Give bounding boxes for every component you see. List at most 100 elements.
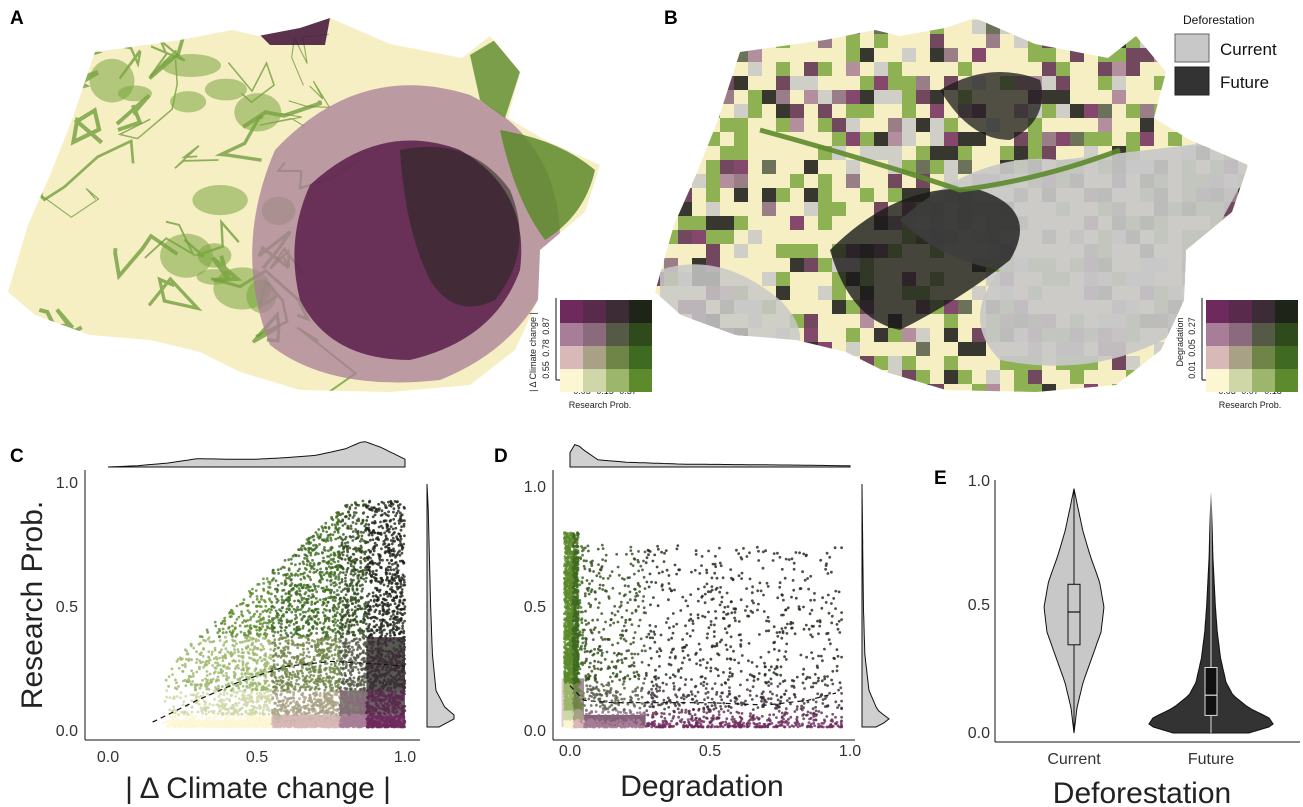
map-b-cell [1210, 104, 1224, 118]
scatter-point [245, 703, 249, 707]
scatter-point [367, 609, 371, 613]
map-b-cell [804, 160, 818, 174]
scatter-point [317, 654, 321, 657]
scatter-point [280, 582, 283, 585]
scatter-point [243, 690, 247, 694]
map-b-cell [678, 90, 692, 104]
scatter-point [301, 626, 305, 630]
map-b-cell [1140, 384, 1154, 392]
scatter-point [349, 524, 353, 528]
scatter-point [347, 623, 351, 627]
scatter-point [243, 631, 246, 635]
map-b-cell [944, 132, 958, 146]
scatter-point [276, 663, 279, 666]
scatter-point [366, 604, 369, 608]
scatter-point [227, 682, 230, 686]
map-b-cell [655, 76, 664, 90]
scatter-point [329, 538, 333, 542]
scatter-point [237, 650, 240, 654]
scatter-point [237, 697, 241, 700]
scatter-point [212, 640, 216, 643]
scatter-point [336, 518, 340, 522]
map-b-cell [860, 132, 874, 146]
map-a-green-branch [174, 145, 219, 169]
scatter-point [274, 587, 277, 591]
map-b-cell [916, 76, 930, 90]
scatter-point [309, 632, 312, 636]
scatter-point [175, 660, 179, 663]
scatter-point [354, 506, 357, 510]
map-b-cell [986, 34, 1000, 48]
scatter-point [256, 646, 260, 650]
scatter-point [378, 693, 382, 697]
scatter-point [375, 569, 378, 572]
scatter-point [175, 717, 179, 721]
map-b-cell [874, 90, 888, 104]
scatter-point [294, 563, 297, 567]
scatter-point [367, 555, 371, 559]
scatter-point [292, 627, 296, 631]
map-b-cell [1196, 258, 1210, 272]
map-b-cell [692, 328, 706, 342]
map-b-cell [692, 90, 706, 104]
scatter-point [242, 703, 246, 707]
scatter-point [285, 626, 288, 629]
map-b-cell [1056, 62, 1070, 76]
scatter-point [259, 668, 263, 672]
scatter-point [307, 667, 311, 671]
legend-cell [1229, 323, 1252, 346]
scatter-point [293, 584, 297, 588]
scatter-point [255, 692, 259, 695]
map-b-cell [655, 188, 664, 202]
scatter-point [366, 721, 370, 725]
map-b-cell [1154, 356, 1168, 370]
map-a-green-branch [14, 317, 74, 366]
map-b-cell [916, 342, 930, 356]
scatter-point [298, 562, 302, 566]
map-b-cell [692, 34, 706, 48]
scatter-point [330, 639, 334, 642]
map-b-cell [1084, 398, 1098, 412]
map-b-cell [972, 384, 986, 392]
scatter-point [258, 656, 262, 660]
map-b-cell [944, 48, 958, 62]
scatter-point [298, 589, 302, 593]
scatter-point [264, 720, 267, 723]
map-b-cell [1224, 216, 1238, 230]
scatter-point [402, 642, 406, 646]
scatter-point [383, 610, 387, 614]
scatter-point [392, 532, 395, 535]
scatter-point [207, 687, 211, 691]
map-b-cell [1126, 34, 1140, 48]
scatter-point [221, 656, 225, 660]
scatter-point [375, 617, 379, 620]
map-b-cell [818, 286, 832, 300]
scatter-point [248, 636, 252, 639]
scatter-point [304, 704, 308, 708]
scatter-point [195, 701, 198, 705]
scatter-point [392, 568, 396, 572]
scatter-point [290, 639, 294, 643]
scatter-point [318, 535, 322, 538]
scatter-point [379, 514, 383, 517]
map-a-green-branch [288, 80, 331, 108]
scatter-point [385, 632, 389, 636]
scatter-point [392, 641, 395, 645]
scatter-point [351, 530, 355, 533]
scatter-point [202, 721, 206, 725]
scatter-point [251, 682, 255, 685]
map-b-cell [692, 356, 706, 370]
scatter-point [390, 542, 394, 546]
scatter-point [268, 586, 272, 589]
scatter-point [323, 614, 326, 618]
scatter-point [341, 632, 345, 635]
map-b-cell [818, 104, 832, 118]
scatter-point [392, 517, 396, 521]
map-b-cell [1126, 132, 1140, 146]
map-b-cell [776, 104, 790, 118]
map-b-cell [1098, 118, 1112, 132]
legend-cell [560, 369, 583, 392]
map-b-cell [748, 356, 762, 370]
scatter-point [367, 523, 371, 526]
scatter-point [254, 638, 258, 641]
